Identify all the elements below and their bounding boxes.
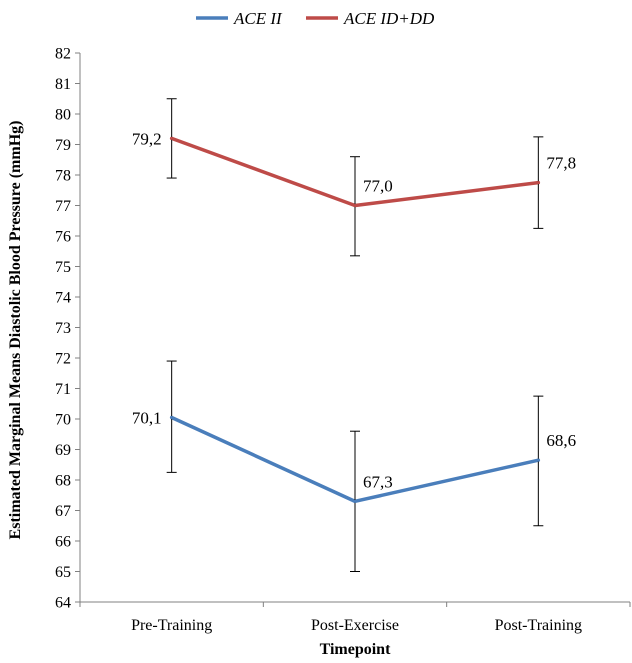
y-tick-label: 79 <box>55 137 71 154</box>
y-tick-label: 64 <box>55 595 71 612</box>
data-point <box>170 136 174 140</box>
y-tick-label: 75 <box>55 259 71 276</box>
plot-area: 70,1 67,3 68,6 79,2 77,0 77,8 <box>132 98 576 572</box>
x-axis-title: Timepoint <box>320 641 392 658</box>
data-label: 68,6 <box>546 431 576 450</box>
data-label: 77,8 <box>546 154 576 173</box>
data-point <box>353 499 357 503</box>
x-axis: Pre-Training Post-Exercise Post-Training <box>79 601 631 634</box>
y-tick-label: 81 <box>55 76 71 93</box>
data-point <box>170 415 174 419</box>
y-axis: 64 65 66 67 68 69 70 71 72 73 74 75 76 77 78 79 80 81 82 <box>55 46 81 612</box>
data-label: 79,2 <box>132 129 162 148</box>
y-axis-title: Estimated Marginal Means Diastolic Blood… <box>7 121 24 540</box>
legend: ACE II ACE ID+DD <box>196 9 435 28</box>
data-label: 67,3 <box>363 472 393 491</box>
legend-label-ace-ii: ACE II <box>233 9 283 28</box>
legend-label-ace-id-dd: ACE ID+DD <box>343 9 435 28</box>
data-label: 70,1 <box>132 408 162 427</box>
data-point <box>353 204 357 207</box>
y-tick-label: 80 <box>55 107 71 124</box>
data-point <box>536 181 540 185</box>
y-tick-label: 77 <box>55 198 71 215</box>
x-tick-label: Pre-Training <box>131 617 212 634</box>
y-tick-label: 82 <box>55 46 71 63</box>
y-tick-label: 71 <box>55 381 71 398</box>
y-tick-label: 66 <box>55 534 71 551</box>
y-tick-label: 76 <box>55 229 71 246</box>
y-tick-label: 70 <box>55 412 71 429</box>
y-tick-label: 72 <box>55 351 71 368</box>
x-tick-label: Post-Exercise <box>311 617 399 634</box>
data-point <box>536 458 540 462</box>
data-label: 77,0 <box>363 177 393 196</box>
y-tick-label: 73 <box>55 320 71 337</box>
y-tick-label: 68 <box>55 473 71 490</box>
y-tick-label: 65 <box>55 564 71 581</box>
y-tick-label: 78 <box>55 168 71 185</box>
y-tick-label: 74 <box>55 290 71 307</box>
y-tick-label: 67 <box>55 503 71 520</box>
y-tick-label: 69 <box>55 442 71 459</box>
x-tick-label: Post-Training <box>495 617 582 634</box>
